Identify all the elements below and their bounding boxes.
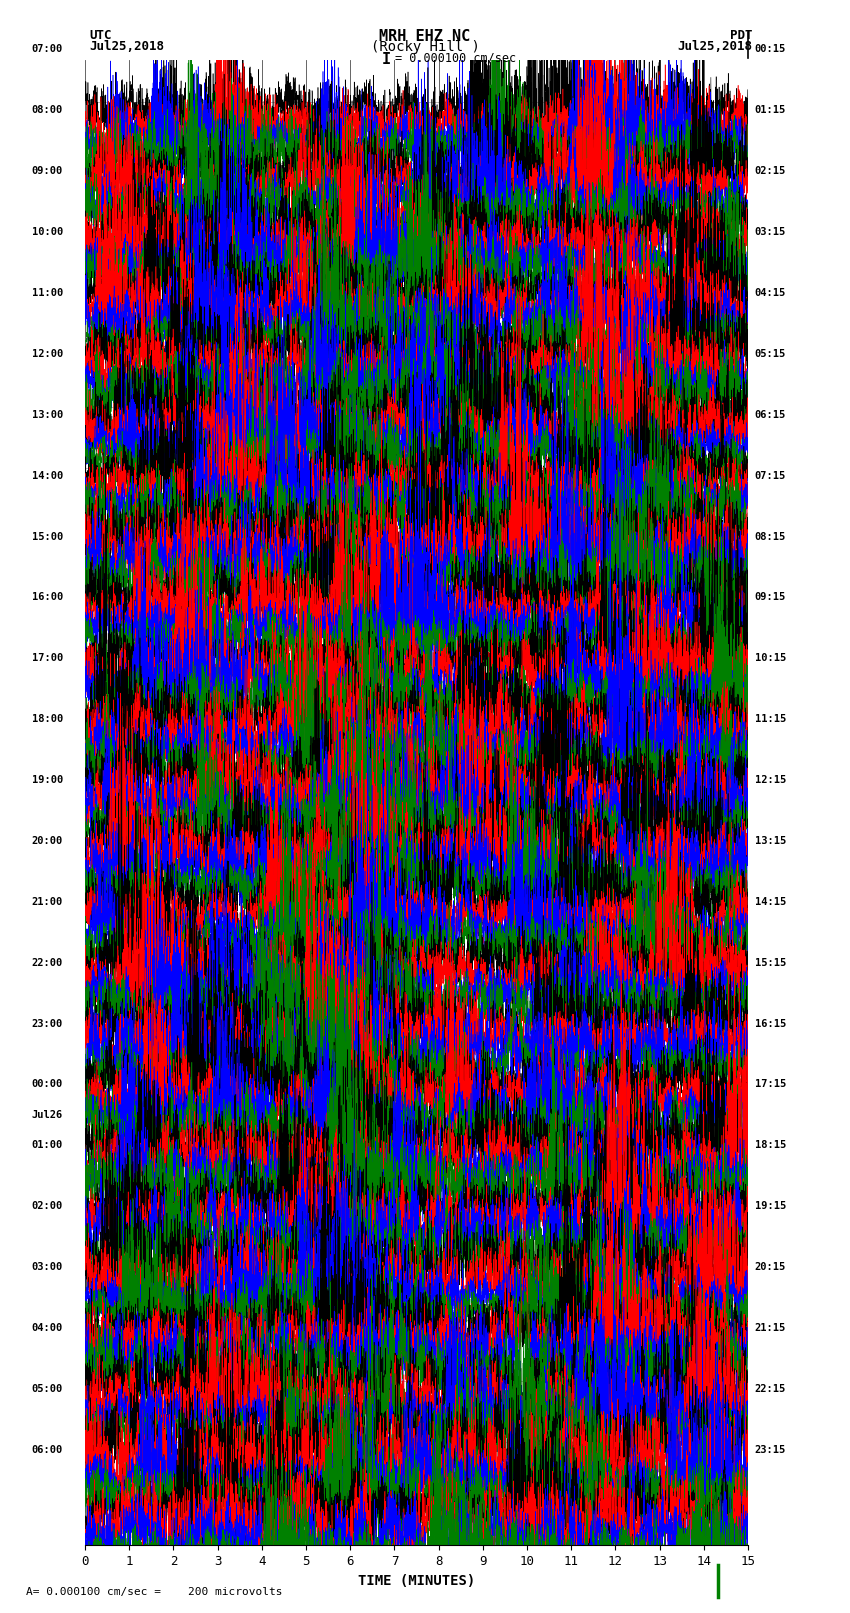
Text: 11:00: 11:00 — [31, 289, 63, 298]
Text: 13:15: 13:15 — [755, 836, 786, 845]
Text: 17:00: 17:00 — [31, 653, 63, 663]
Text: 15:00: 15:00 — [31, 532, 63, 542]
Text: 20:00: 20:00 — [31, 836, 63, 845]
Text: 05:15: 05:15 — [755, 348, 786, 358]
Text: 08:15: 08:15 — [755, 532, 786, 542]
X-axis label: TIME (MINUTES): TIME (MINUTES) — [358, 1574, 475, 1587]
Text: 20:15: 20:15 — [755, 1261, 786, 1273]
Text: 04:15: 04:15 — [755, 289, 786, 298]
Text: 17:15: 17:15 — [755, 1079, 786, 1089]
Text: 04:00: 04:00 — [31, 1323, 63, 1332]
Text: = 0.000100 cm/sec: = 0.000100 cm/sec — [395, 52, 516, 65]
Text: PDT: PDT — [730, 29, 752, 42]
Text: MRH EHZ NC: MRH EHZ NC — [379, 29, 471, 44]
Text: 02:15: 02:15 — [755, 166, 786, 176]
Text: 03:15: 03:15 — [755, 227, 786, 237]
Text: 14:15: 14:15 — [755, 897, 786, 907]
Text: 18:00: 18:00 — [31, 715, 63, 724]
Text: Jul26: Jul26 — [31, 1110, 63, 1119]
Text: 15:15: 15:15 — [755, 958, 786, 968]
Text: 00:15: 00:15 — [755, 45, 786, 55]
Text: 16:00: 16:00 — [31, 592, 63, 602]
Text: 18:15: 18:15 — [755, 1140, 786, 1150]
Text: 22:15: 22:15 — [755, 1384, 786, 1394]
Text: 23:00: 23:00 — [31, 1018, 63, 1029]
Text: 05:00: 05:00 — [31, 1384, 63, 1394]
Text: UTC: UTC — [89, 29, 111, 42]
Text: 14:00: 14:00 — [31, 471, 63, 481]
Text: 01:15: 01:15 — [755, 105, 786, 116]
Text: 11:15: 11:15 — [755, 715, 786, 724]
Text: 13:00: 13:00 — [31, 410, 63, 419]
Text: 09:00: 09:00 — [31, 166, 63, 176]
Text: 16:15: 16:15 — [755, 1018, 786, 1029]
Text: 19:15: 19:15 — [755, 1202, 786, 1211]
Text: Jul25,2018: Jul25,2018 — [677, 40, 752, 53]
Text: 09:15: 09:15 — [755, 592, 786, 602]
Text: 03:00: 03:00 — [31, 1261, 63, 1273]
Text: A= 0.000100 cm/sec =    200 microvolts: A= 0.000100 cm/sec = 200 microvolts — [26, 1587, 282, 1597]
Text: 22:00: 22:00 — [31, 958, 63, 968]
Text: 01:00: 01:00 — [31, 1140, 63, 1150]
Text: 23:15: 23:15 — [755, 1445, 786, 1455]
Text: 06:00: 06:00 — [31, 1445, 63, 1455]
Text: 06:15: 06:15 — [755, 410, 786, 419]
Text: (Rocky Hill ): (Rocky Hill ) — [371, 40, 479, 55]
Text: 10:15: 10:15 — [755, 653, 786, 663]
Text: 07:00: 07:00 — [31, 45, 63, 55]
Text: 07:15: 07:15 — [755, 471, 786, 481]
Text: 08:00: 08:00 — [31, 105, 63, 116]
Text: 12:15: 12:15 — [755, 776, 786, 786]
Text: I: I — [382, 52, 391, 66]
Text: 00:00: 00:00 — [31, 1079, 63, 1089]
Text: 12:00: 12:00 — [31, 348, 63, 358]
Text: Jul25,2018: Jul25,2018 — [89, 40, 164, 53]
Text: 02:00: 02:00 — [31, 1202, 63, 1211]
Text: 21:15: 21:15 — [755, 1323, 786, 1332]
Text: 19:00: 19:00 — [31, 776, 63, 786]
Text: 21:00: 21:00 — [31, 897, 63, 907]
Text: 10:00: 10:00 — [31, 227, 63, 237]
